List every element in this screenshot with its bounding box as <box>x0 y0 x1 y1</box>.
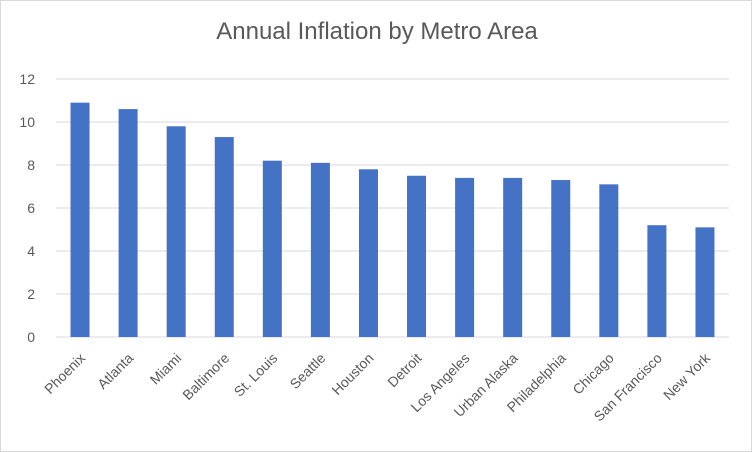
bar-seattle <box>310 162 330 337</box>
y-tick-label: 2 <box>27 286 35 302</box>
y-tick-label: 6 <box>27 200 35 216</box>
bar-baltimore <box>214 137 234 337</box>
bar-chicago <box>599 184 619 337</box>
bar-san-francisco <box>647 225 667 337</box>
bar-los-angeles <box>455 177 475 337</box>
y-tick-label: 4 <box>27 243 35 259</box>
bars <box>70 102 715 338</box>
bar-st-louis <box>262 160 282 337</box>
y-axis-ticks: 0 2 4 6 8 10 12 <box>19 71 35 345</box>
x-category-label: New York <box>660 349 714 403</box>
x-category-label: Chicago <box>569 350 617 398</box>
gridlines <box>56 78 729 338</box>
bar-phoenix <box>70 102 90 338</box>
bar-philadelphia <box>551 180 571 337</box>
bar-detroit <box>407 175 427 337</box>
x-category-label: Seattle <box>286 350 328 392</box>
x-category-label: Atlanta <box>94 350 136 392</box>
chart-title: Annual Inflation by Metro Area <box>216 18 538 45</box>
bar-urban-alaska <box>503 177 523 337</box>
x-category-label: Detroit <box>384 350 425 391</box>
bar-atlanta <box>118 109 138 337</box>
y-tick-label: 10 <box>19 114 35 130</box>
y-tick-label: 8 <box>27 157 35 173</box>
y-tick-label: 0 <box>27 329 35 345</box>
bar-miami <box>166 126 186 337</box>
y-tick-label: 12 <box>19 71 35 87</box>
bar-houston <box>358 169 378 337</box>
bar-new-york <box>695 227 715 337</box>
x-category-label: Miami <box>147 350 185 388</box>
x-category-label: Phoenix <box>41 350 88 397</box>
x-category-label: St. Louis <box>231 350 281 400</box>
x-category-label: Baltimore <box>179 350 232 403</box>
x-category-label: Houston <box>328 350 376 398</box>
